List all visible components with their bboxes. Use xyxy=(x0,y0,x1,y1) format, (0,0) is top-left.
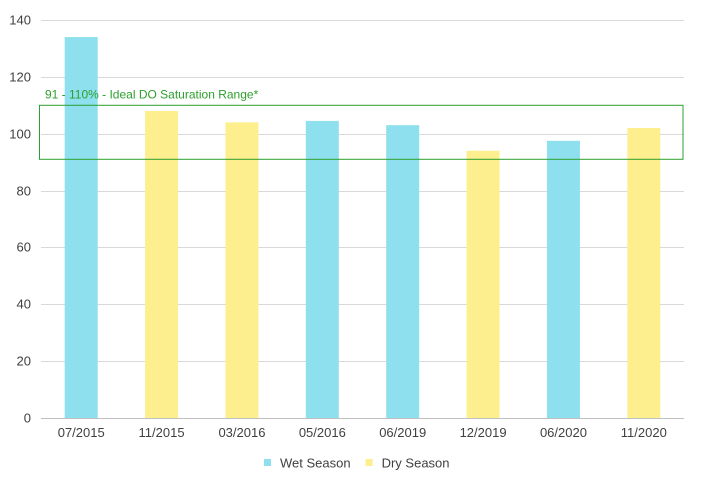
bar-05-2016 xyxy=(305,120,339,419)
legend-label-dry: Dry Season xyxy=(382,456,450,471)
legend-swatch-dry xyxy=(365,459,373,466)
y-tick-label: 0 xyxy=(24,411,31,426)
bar-11-2020 xyxy=(627,128,661,418)
x-tick-label: 07/2015 xyxy=(58,425,105,440)
x-tick-label: 06/2019 xyxy=(379,425,426,440)
x-tick-label: 03/2016 xyxy=(218,425,265,440)
bar-06-2019 xyxy=(386,125,420,418)
x-tick-label: 05/2016 xyxy=(299,425,346,440)
gridlines xyxy=(41,20,684,362)
bar-06-2020 xyxy=(546,140,580,419)
y-tick-label: 140 xyxy=(9,13,31,28)
legend-swatch-wet xyxy=(264,459,271,466)
x-tick-label: 11/2020 xyxy=(621,425,667,440)
x-axis-ticks: 07/2015 11/2015 03/2016 05/2016 06/2019 12/20… xyxy=(58,425,667,440)
bar-07-2015 xyxy=(64,37,98,419)
y-tick-label: 120 xyxy=(9,70,31,85)
bar-11-2015 xyxy=(145,110,179,418)
y-tick-label: 20 xyxy=(17,354,31,369)
bar-12-2019 xyxy=(466,150,500,418)
bars xyxy=(64,37,661,419)
y-tick-label: 80 xyxy=(17,184,31,199)
x-tick-label: 06/2020 xyxy=(540,425,587,440)
y-tick-label: 60 xyxy=(17,240,31,255)
ideal-range-label: 91 - 110% - Ideal DO Saturation Range* xyxy=(45,87,259,101)
legend-label-wet: Wet Season xyxy=(280,456,351,471)
ideal-range-box xyxy=(39,104,684,160)
y-tick-label: 40 xyxy=(17,297,31,312)
y-tick-label: 100 xyxy=(9,127,31,142)
ideal-range-band: 91 - 110% - Ideal DO Saturation Range* xyxy=(39,87,684,160)
x-tick-label: 12/2019 xyxy=(460,425,507,440)
legend: Wet Season Dry Season xyxy=(264,456,450,471)
x-tick-label: 11/2015 xyxy=(139,425,185,440)
y-axis-ticks: 0 20 40 60 80 100 120 140 xyxy=(9,13,31,426)
bar-03-2016 xyxy=(225,122,259,418)
